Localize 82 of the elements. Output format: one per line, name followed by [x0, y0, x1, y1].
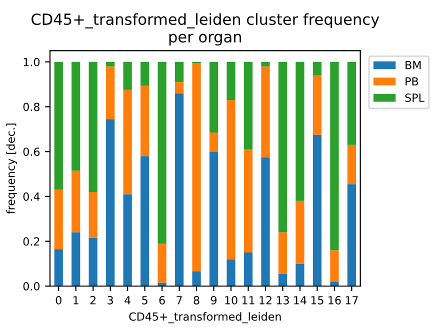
bar [261, 157, 270, 286]
bar [106, 66, 115, 120]
y-tick-label: 0.0 [23, 282, 40, 291]
bar [261, 62, 270, 66]
x-tick-label: 16 [328, 296, 341, 304]
x-tick-label: 14 [294, 296, 306, 304]
y-tick-label: 1.0 [24, 58, 40, 66]
bar [347, 62, 356, 145]
bar [330, 62, 339, 250]
bar [88, 62, 98, 192]
bar [140, 156, 150, 286]
bar [72, 232, 80, 286]
bar [312, 62, 322, 76]
bar [174, 82, 184, 94]
y-axis-title: frequency [dec.] [6, 124, 18, 214]
bar [54, 62, 63, 190]
bar [140, 85, 150, 156]
bar [72, 62, 80, 171]
bar [330, 250, 339, 282]
bar [347, 144, 356, 184]
bar [192, 63, 201, 272]
x-tick-label: 12 [260, 296, 272, 304]
x-axis-title: CD45+_transformed_leiden [129, 312, 281, 324]
bar [226, 259, 236, 286]
x-tick-label: 9 [210, 296, 217, 304]
bar [312, 134, 322, 286]
y-tick-label: 0.2 [23, 237, 40, 246]
bar [209, 152, 218, 286]
x-tick-label: 5 [142, 296, 148, 304]
x-tick-label: 1 [74, 296, 78, 304]
bar [209, 62, 218, 133]
bar [106, 119, 115, 286]
y-tick-label: 0.8 [23, 102, 40, 112]
bar [54, 249, 63, 286]
bar [174, 93, 184, 286]
bar [209, 132, 218, 152]
bar [347, 184, 356, 286]
bar [192, 272, 201, 286]
x-tick-label: 11 [242, 296, 254, 304]
legend-label: PB [406, 77, 418, 86]
bar [174, 62, 184, 82]
bar [158, 62, 166, 244]
bar [278, 274, 288, 286]
bar [226, 62, 236, 100]
bar [296, 62, 304, 201]
bar [278, 232, 288, 274]
legend-label: SPL [405, 94, 424, 102]
bar [226, 100, 236, 260]
bar [296, 200, 304, 264]
bar [106, 62, 115, 66]
x-tick-label: 2 [90, 296, 96, 304]
bar [140, 62, 150, 86]
x-tick-label: 3 [108, 296, 113, 304]
bar [296, 264, 304, 286]
x-tick-label: 17 [346, 296, 358, 304]
x-tick-label: 6 [159, 296, 165, 304]
bar [158, 244, 166, 283]
bar [123, 62, 132, 90]
bar [54, 190, 63, 250]
x-tick-label: 8 [194, 296, 200, 304]
bar [244, 62, 253, 150]
bar [88, 238, 98, 286]
x-tick-label: 10 [225, 296, 238, 304]
bar [261, 66, 270, 158]
bar [72, 170, 80, 232]
bar [88, 192, 98, 238]
y-tick-label: 0.6 [23, 148, 40, 156]
bar [244, 252, 253, 286]
x-tick-label: 0 [56, 296, 62, 304]
bar [123, 90, 132, 194]
x-tick-label: 13 [276, 296, 289, 304]
bar [278, 62, 288, 232]
y-tick-label: 0.4 [23, 192, 40, 201]
x-tick-label: 15 [311, 296, 324, 304]
bar [312, 75, 322, 135]
chart-title: CD45+_transformed_leiden cluster frequency per organ [32, 13, 380, 46]
x-tick-label: 7 [176, 296, 182, 304]
x-tick-label: 4 [124, 296, 130, 304]
bar [123, 194, 132, 286]
bar [330, 282, 339, 286]
bar [244, 149, 253, 252]
legend-label: BM [406, 61, 421, 70]
